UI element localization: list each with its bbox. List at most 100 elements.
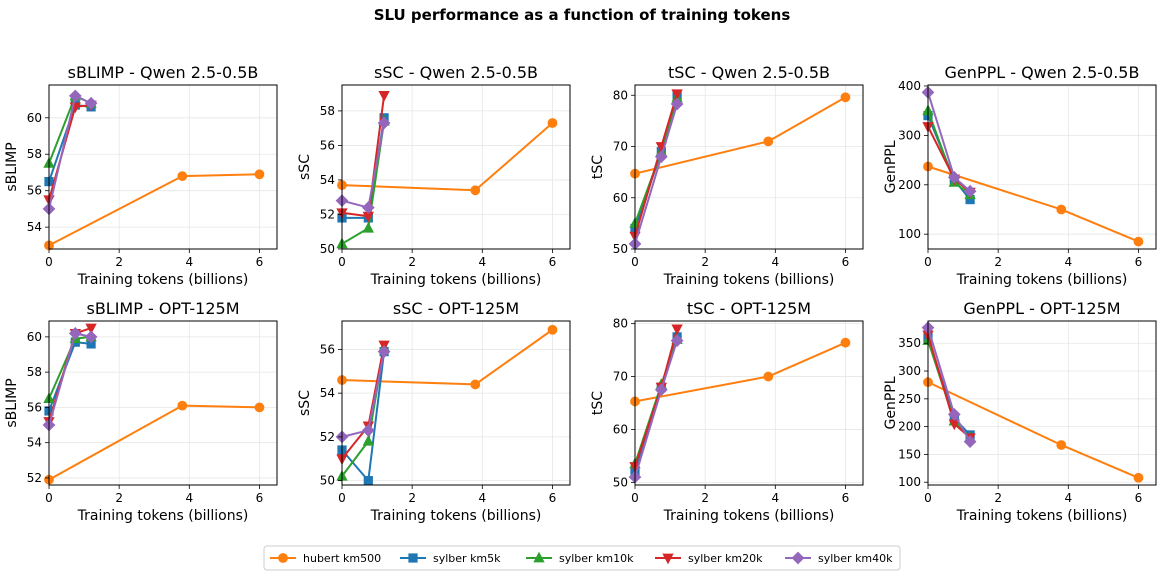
y-tick-label: 200 xyxy=(898,178,921,192)
series-hubert-km500-point xyxy=(547,324,558,335)
panel-sblimp-opt-125m: 0 2 4 6 52 54 56 58 60 sBLIMP - OPT-125M Training … xyxy=(4,299,278,524)
series-sylber-km40k-point xyxy=(670,334,684,347)
x-tick-label: 4 xyxy=(185,491,193,505)
x-tick-label: 2 xyxy=(701,491,709,505)
legend-marker xyxy=(791,551,805,565)
grid xyxy=(634,85,863,250)
series-sylber-km40k-point xyxy=(963,184,977,198)
y-tick-label: 100 xyxy=(898,227,921,241)
legend-label: sylber km10k xyxy=(559,552,634,565)
series-sylber-km5k-point xyxy=(363,476,373,486)
x-tick-label: 0 xyxy=(338,491,346,505)
x-tick-label: 2 xyxy=(408,255,416,269)
y-tick-label: 54 xyxy=(27,436,42,450)
panel-ssc-opt-125m: 0 2 4 6 50 52 54 56 sSC - OPT-125M Training token… xyxy=(297,299,571,524)
y-axis-label: sSC xyxy=(297,390,313,416)
y-axis-label: sSC xyxy=(297,154,313,180)
x-tick-label: 4 xyxy=(185,255,193,269)
x-axis-label: Training tokens (billions) xyxy=(77,272,249,288)
series-sylber-km40k-point xyxy=(377,116,391,130)
series-sylber-km5k-line xyxy=(927,337,971,436)
x-tick-label: 2 xyxy=(115,491,123,505)
x-tick-label: 6 xyxy=(256,491,264,505)
y-tick-label: 50 xyxy=(320,474,335,488)
x-tick-label: 6 xyxy=(256,255,264,269)
y-tick-label: 300 xyxy=(898,128,921,142)
panel-title: tSC - Qwen 2.5-0.5B xyxy=(668,63,830,82)
panel-tsc-qwen-2-5-0-5b: 0 2 4 6 50 60 70 80 tSC - Qwen 2.5-0.5B Training … xyxy=(590,63,864,288)
axes-frame xyxy=(927,320,1157,486)
x-axis-label: Training tokens (billions) xyxy=(663,272,835,288)
x-tick-label: 4 xyxy=(478,255,486,269)
x-tick-label: 0 xyxy=(924,255,932,269)
y-tick-label: 58 xyxy=(27,365,42,379)
y-tick-label: 54 xyxy=(320,173,335,187)
axes-frame xyxy=(341,320,571,486)
series-sylber-km20k-point xyxy=(85,323,97,335)
series-hubert-km500-point xyxy=(1056,440,1067,450)
y-tick-label: 60 xyxy=(613,422,628,436)
x-tick-label: 6 xyxy=(842,255,850,269)
series-sylber-km10k-point xyxy=(362,221,374,233)
panel-tsc-opt-125m: 0 2 4 6 50 60 70 80 tSC - OPT-125M Training token… xyxy=(590,299,864,524)
legend-entry-sylber-km40k: sylber km40k xyxy=(785,551,893,565)
y-axis-label: GenPPL xyxy=(883,140,899,193)
y-tick-label: 100 xyxy=(898,475,921,489)
series-sylber-km5k-line xyxy=(341,351,386,482)
x-tick-label: 2 xyxy=(701,255,709,269)
x-axis-label: Training tokens (billions) xyxy=(370,272,542,288)
panel-genppl-qwen-2-5-0-5b: 0 2 4 6 100 200 300 400 GenPPL - Qwen 2.5-0.5B Tr… xyxy=(883,63,1157,288)
series-sylber-km20k-point xyxy=(378,90,390,102)
legend-marker xyxy=(278,553,288,563)
y-tick-label: 350 xyxy=(898,336,921,350)
x-axis-label: Training tokens (billions) xyxy=(956,272,1128,288)
legend-entry-sylber-km10k: sylber km10k xyxy=(526,551,634,565)
grid xyxy=(48,85,277,249)
series-sylber-km20k-point xyxy=(671,324,683,336)
series-group xyxy=(628,324,851,484)
panel-title: sSC - OPT-125M xyxy=(393,299,519,318)
series-sylber-km40k-point xyxy=(947,408,961,421)
series-group xyxy=(42,89,265,251)
axes-frame xyxy=(634,84,864,250)
y-tick-label: 50 xyxy=(613,475,628,489)
y-tick-label: 150 xyxy=(898,447,921,461)
legend-entry-hubert-km500: hubert km500 xyxy=(270,552,381,565)
series-hubert-km500-line xyxy=(48,173,260,247)
series-sylber-km40k-line xyxy=(634,340,679,478)
series-hubert-km500-point xyxy=(547,118,558,128)
series-hubert-km500-line xyxy=(341,328,554,386)
series-hubert-km500-point xyxy=(1056,204,1067,215)
x-tick-label: 4 xyxy=(478,491,486,505)
panel-title: tSC - OPT-125M xyxy=(687,299,811,318)
legend: hubert km500 sylber km5k sylber km10k sylbe… xyxy=(263,545,901,571)
axes-frame xyxy=(927,84,1157,250)
y-tick-label: 50 xyxy=(613,242,628,256)
panel-sblimp-qwen-2-5-0-5b: 0 2 4 6 54 56 58 60 sBLIMP - Qwen 2.5-0.5B Traini… xyxy=(4,63,278,288)
x-tick-label: 4 xyxy=(1064,491,1072,505)
series-hubert-km500-point xyxy=(763,371,774,382)
legend-entry-sylber-km20k: sylber km20k xyxy=(655,552,763,565)
series-sylber-km40k-line xyxy=(341,351,386,438)
x-tick-label: 2 xyxy=(115,255,123,269)
x-tick-label: 4 xyxy=(1064,255,1072,269)
x-tick-label: 0 xyxy=(338,255,346,269)
series-hubert-km500-point xyxy=(254,169,265,180)
series-sylber-km40k-point xyxy=(361,201,375,214)
y-tick-label: 60 xyxy=(27,111,42,125)
y-tick-label: 400 xyxy=(898,79,921,93)
series-sylber-km40k-point xyxy=(963,435,977,449)
legend-frame xyxy=(263,545,901,571)
y-tick-label: 52 xyxy=(320,207,335,221)
axes-frame xyxy=(48,320,278,486)
x-tick-label: 0 xyxy=(924,491,932,505)
y-tick-label: 52 xyxy=(320,430,335,444)
x-tick-label: 6 xyxy=(1135,491,1143,505)
x-tick-label: 0 xyxy=(45,491,53,505)
y-axis-label: tSC xyxy=(590,391,606,415)
series-sylber-km40k-line xyxy=(48,94,92,210)
y-axis-label: tSC xyxy=(590,155,606,179)
y-tick-label: 70 xyxy=(613,370,628,384)
